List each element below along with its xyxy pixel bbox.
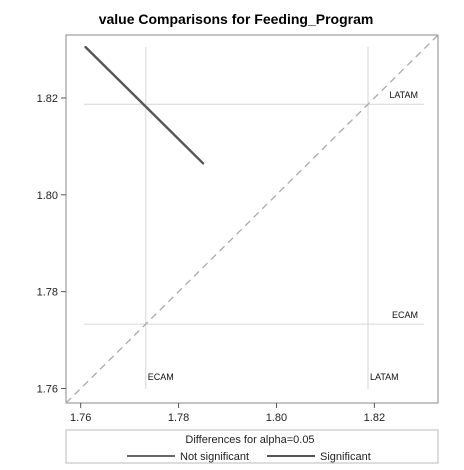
series-segment-0 bbox=[84, 45, 205, 165]
y-tick-label: 1.80 bbox=[37, 190, 58, 202]
x-tick-label: 1.78 bbox=[168, 412, 189, 424]
legend-box bbox=[65, 429, 439, 464]
reference-annotations: ECAM ECAM LATAM LATAM bbox=[148, 90, 418, 382]
ref-label-right-latam: LATAM bbox=[389, 90, 418, 100]
plot-area bbox=[65, 34, 439, 404]
x-tick-label: 1.80 bbox=[266, 412, 287, 424]
ref-label-bottom-latam: LATAM bbox=[370, 372, 399, 382]
legend-label-not-significant: Not significant bbox=[180, 451, 249, 463]
y-axis-ticks: 1.76 1.78 1.80 1.82 bbox=[37, 93, 66, 395]
diagonal-reference-line bbox=[65, 34, 439, 404]
legend-title: Differences for alpha=0.05 bbox=[185, 434, 314, 446]
y-tick-label: 1.82 bbox=[37, 93, 58, 105]
x-tick-label: 1.82 bbox=[364, 412, 385, 424]
chart-title: value Comparisons for Feeding_Program bbox=[99, 11, 374, 27]
legend: Differences for alpha=0.05 Not significa… bbox=[65, 429, 439, 464]
y-tick-label: 1.76 bbox=[37, 383, 58, 395]
legend-label-significant: Significant bbox=[320, 451, 371, 463]
x-tick-label: 1.76 bbox=[70, 412, 91, 424]
x-axis-ticks: 1.76 1.78 1.80 1.82 bbox=[70, 403, 385, 424]
reference-lines bbox=[84, 47, 424, 389]
series-lines bbox=[84, 45, 205, 165]
ref-label-right-ecam: ECAM bbox=[392, 310, 418, 320]
y-tick-label: 1.78 bbox=[37, 287, 58, 299]
ref-label-bottom-ecam: ECAM bbox=[148, 372, 174, 382]
